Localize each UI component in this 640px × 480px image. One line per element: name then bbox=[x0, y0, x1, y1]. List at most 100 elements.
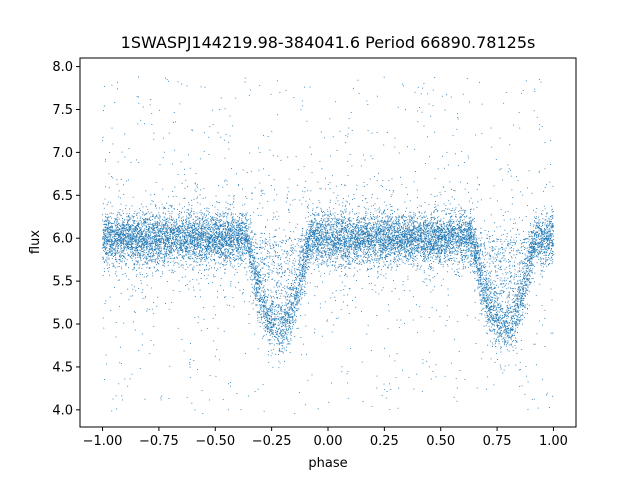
data-point bbox=[286, 295, 288, 297]
data-point bbox=[182, 223, 184, 225]
data-point bbox=[295, 288, 297, 289]
data-point bbox=[505, 343, 507, 345]
data-point bbox=[133, 241, 134, 242]
data-point bbox=[292, 322, 294, 324]
data-point bbox=[207, 248, 209, 250]
data-point bbox=[143, 258, 144, 260]
data-point bbox=[350, 263, 352, 265]
data-point bbox=[271, 319, 273, 321]
data-point bbox=[273, 247, 274, 249]
data-point bbox=[541, 244, 543, 246]
data-point bbox=[327, 319, 328, 321]
data-point bbox=[281, 316, 283, 318]
data-point bbox=[329, 236, 331, 238]
data-point bbox=[232, 246, 234, 248]
data-point bbox=[550, 233, 552, 235]
data-point bbox=[251, 279, 253, 281]
data-point bbox=[521, 92, 523, 94]
data-point bbox=[266, 250, 268, 252]
data-point bbox=[358, 242, 360, 244]
data-point bbox=[398, 240, 400, 242]
data-point bbox=[136, 235, 138, 237]
data-point bbox=[430, 260, 431, 262]
data-point bbox=[450, 228, 452, 230]
data-point bbox=[258, 321, 260, 323]
data-point bbox=[262, 286, 264, 288]
data-point bbox=[211, 236, 213, 238]
data-point bbox=[166, 220, 168, 222]
data-point bbox=[269, 332, 270, 334]
data-point bbox=[238, 239, 240, 241]
data-point bbox=[160, 246, 162, 248]
data-point bbox=[420, 232, 422, 234]
data-point bbox=[117, 88, 118, 90]
data-point bbox=[400, 176, 401, 178]
data-point bbox=[383, 248, 385, 250]
data-point bbox=[502, 255, 504, 257]
data-point bbox=[121, 229, 123, 231]
data-point bbox=[508, 316, 509, 318]
data-point bbox=[335, 232, 337, 234]
data-point bbox=[338, 264, 340, 266]
data-point bbox=[429, 351, 431, 353]
data-point bbox=[434, 239, 436, 240]
data-point bbox=[330, 228, 332, 230]
data-point bbox=[308, 249, 310, 251]
data-point bbox=[139, 272, 141, 274]
data-point bbox=[386, 226, 388, 228]
data-point bbox=[540, 235, 542, 237]
data-point bbox=[292, 310, 294, 312]
data-point bbox=[523, 239, 525, 240]
data-point bbox=[520, 314, 522, 316]
data-point bbox=[392, 238, 393, 240]
data-point bbox=[445, 231, 447, 233]
data-point bbox=[309, 226, 311, 227]
data-point bbox=[277, 334, 279, 336]
data-point bbox=[325, 244, 327, 246]
data-point bbox=[363, 251, 365, 253]
data-point bbox=[543, 230, 545, 232]
data-point bbox=[445, 259, 447, 261]
data-point bbox=[294, 313, 296, 315]
data-point bbox=[508, 344, 510, 346]
data-point bbox=[290, 313, 292, 315]
data-point bbox=[270, 255, 272, 257]
data-point bbox=[264, 248, 266, 250]
data-point bbox=[328, 252, 330, 254]
data-point bbox=[141, 232, 143, 234]
data-point bbox=[414, 230, 416, 232]
data-point bbox=[469, 247, 471, 249]
data-point bbox=[280, 309, 282, 311]
data-point bbox=[473, 246, 475, 248]
data-point bbox=[388, 238, 390, 240]
data-point bbox=[474, 256, 475, 258]
data-point bbox=[391, 218, 392, 220]
data-point bbox=[175, 249, 177, 251]
data-point bbox=[154, 206, 156, 207]
data-point bbox=[170, 257, 172, 259]
data-point bbox=[174, 225, 176, 227]
data-point bbox=[541, 270, 543, 272]
data-point bbox=[289, 221, 291, 223]
data-point bbox=[262, 267, 264, 269]
data-point bbox=[330, 218, 332, 219]
data-point bbox=[254, 265, 256, 267]
data-point bbox=[312, 203, 314, 205]
data-point bbox=[251, 265, 253, 267]
data-point bbox=[373, 250, 375, 252]
data-point bbox=[177, 230, 179, 232]
data-point bbox=[517, 263, 519, 265]
data-point bbox=[107, 225, 109, 227]
data-point bbox=[362, 231, 364, 233]
data-point bbox=[476, 188, 478, 190]
data-point bbox=[464, 212, 466, 214]
data-point bbox=[108, 233, 110, 235]
data-point bbox=[485, 282, 487, 284]
data-point bbox=[409, 310, 411, 312]
data-point bbox=[337, 234, 338, 236]
data-point bbox=[481, 262, 483, 264]
data-point bbox=[134, 255, 136, 257]
data-point bbox=[124, 263, 126, 265]
data-point bbox=[323, 214, 325, 216]
data-point bbox=[514, 301, 516, 303]
